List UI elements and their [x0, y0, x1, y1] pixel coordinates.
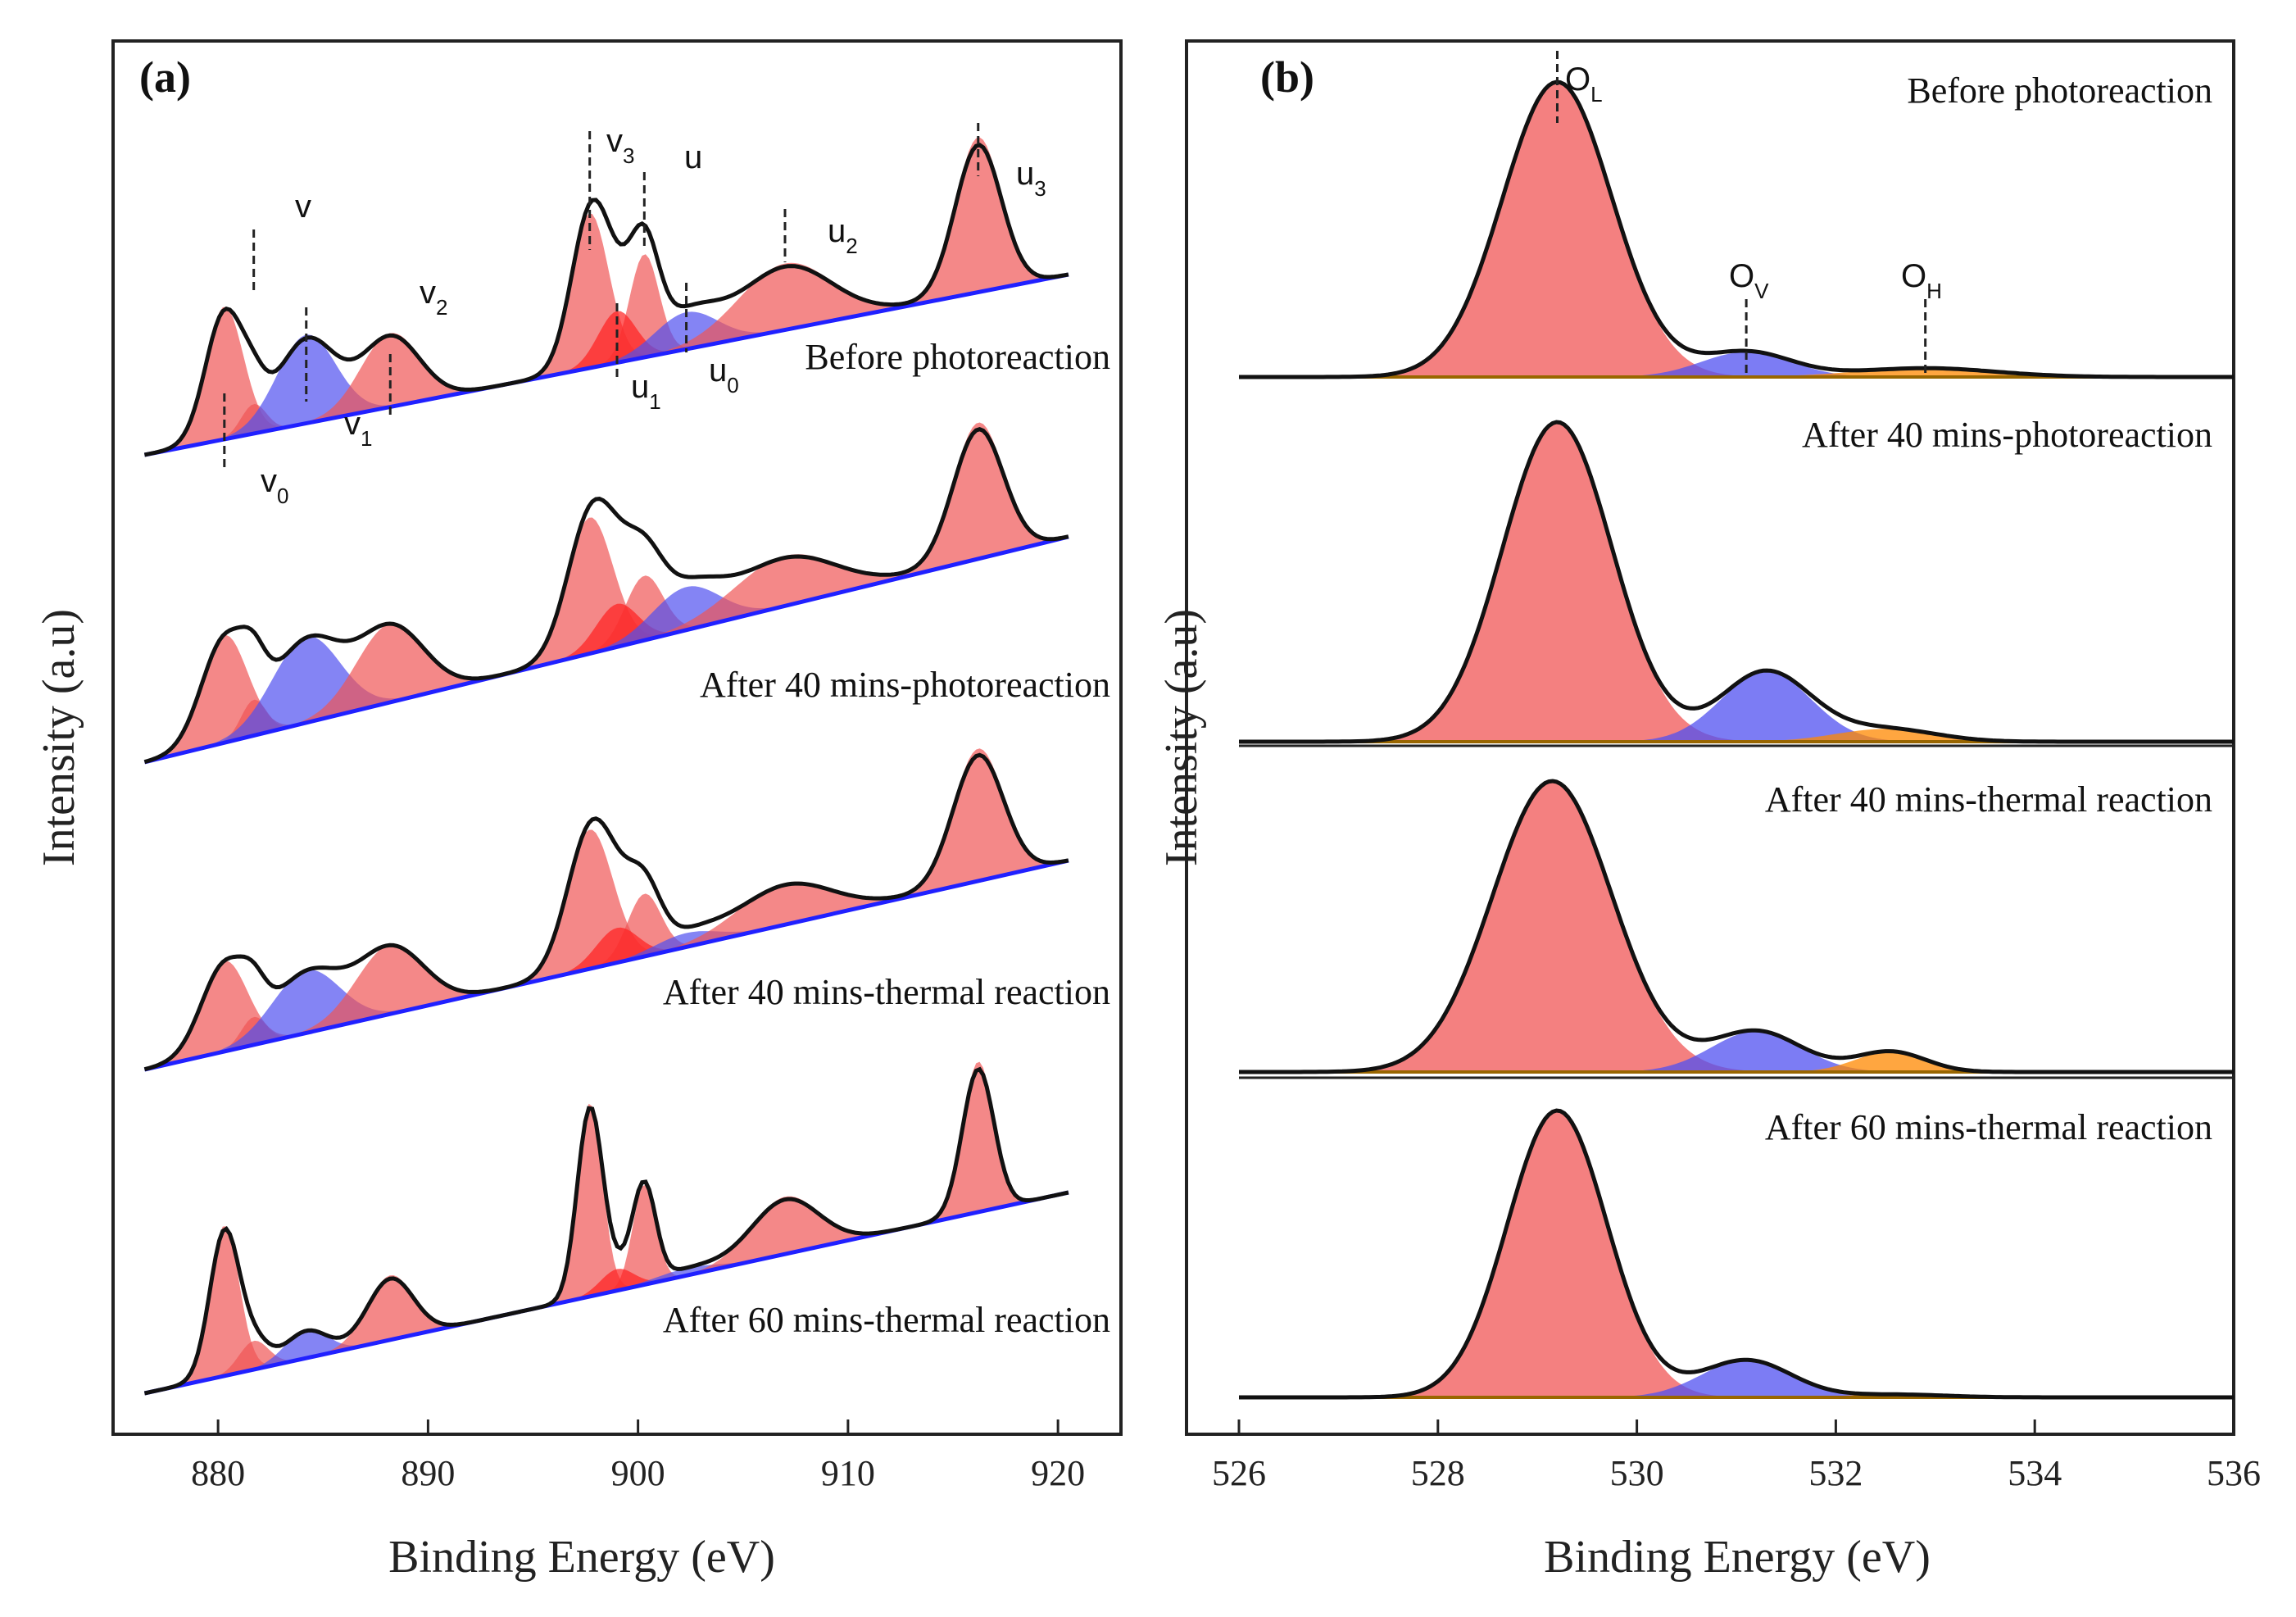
x-tick-label-b-4: 534 [2008, 1453, 2062, 1493]
panel-a-frame [111, 39, 1123, 1436]
spectrum-a-0: Before photoreaction [143, 137, 1110, 457]
panel-b: Before photoreaction After 40 mins-photor… [1156, 39, 2261, 1583]
component-b-2-1 [1239, 1031, 2234, 1072]
spectrum-b-0: Before photoreaction [1239, 70, 2234, 379]
panel-b-plot: Before photoreaction After 40 mins-photor… [1239, 51, 2234, 1400]
panel-a-letter: (a) [139, 52, 191, 102]
spectrum-b-2: After 40 mins-thermal reaction [1239, 779, 2234, 1074]
panel-b-letter: (b) [1260, 52, 1314, 102]
component-b-3-1 [1239, 1360, 2234, 1397]
x-tick-label-b-0: 526 [1212, 1453, 1266, 1493]
peak-label-a-7: u0 [709, 352, 739, 397]
envelope-b-0 [1239, 79, 2234, 379]
envelope-a-3 [143, 1066, 1069, 1396]
component-b-0-1 [1239, 352, 2234, 377]
component-b-2-0 [1239, 781, 2234, 1072]
component-b-1-1 [1239, 671, 2234, 742]
x-tick-label-b-5: 536 [2207, 1453, 2261, 1493]
component-a-0-9 [144, 137, 1069, 455]
envelope-b-3 [1239, 1108, 2234, 1400]
peak-label-a-1: v0 [261, 463, 288, 508]
component-a-0-8 [144, 262, 1069, 455]
spectrum-b-1: After 40 mins-photoreaction [1239, 415, 2234, 744]
envelope-a-0 [143, 143, 1069, 457]
peak-label-a-5: u [684, 139, 702, 175]
component-b-1-0 [1239, 422, 2234, 742]
panel-b-frame [1185, 39, 2235, 1436]
peak-label-a-8: u2 [828, 213, 858, 258]
peak-label-a-4: v3 [606, 123, 634, 168]
spectrum-label-b-1: After 40 mins-photoreaction [1802, 415, 2212, 455]
peak-label-a-6: u1 [631, 369, 661, 414]
panel-b-x-ticks: 526 528 530 532 534 536 [1212, 1419, 2261, 1493]
peak-label-a-0: v [295, 188, 311, 225]
peak-label-a-3: v2 [420, 275, 447, 320]
panel-b-xlabel: Binding Energy (eV) [1544, 1532, 1931, 1583]
x-tick-label-a-2: 900 [611, 1453, 665, 1493]
panel-a-ylabel: Intensity (a.u) [34, 609, 84, 866]
x-tick-label-b-3: 532 [1808, 1453, 1863, 1493]
spectrum-label-b-0: Before photoreaction [1907, 70, 2212, 111]
component-a-2-9 [144, 748, 1069, 1070]
x-tick-label-a-1: 890 [401, 1453, 455, 1493]
spectrum-label-a-1: After 40 mins-photoreaction [700, 665, 1110, 705]
baseline-a-0 [143, 272, 1069, 457]
panel-a-x-ticks: 880 890 900 910 920 [191, 1419, 1085, 1493]
spectrum-a-3: After 60 mins-thermal reaction [143, 1061, 1110, 1396]
envelope-a-1 [143, 427, 1069, 765]
spectrum-label-b-2: After 40 mins-thermal reaction [1765, 779, 2212, 820]
spectrum-b-3: After 60 mins-thermal reaction [1239, 1107, 2234, 1400]
peak-label-b-1: OV [1729, 258, 1769, 303]
component-b-0-2 [1239, 368, 2234, 377]
spectrum-label-a-0: Before photoreaction [805, 337, 1110, 377]
baseline-a-1 [143, 534, 1069, 765]
spectrum-a-1: After 40 mins-photoreaction [143, 422, 1110, 765]
envelope-b-2 [1239, 779, 2234, 1074]
peak-label-b-2: OH [1901, 258, 1942, 303]
panel-a-plot: Before photoreaction After 40 mins-photor… [143, 123, 1110, 1396]
component-a-3-4 [144, 1103, 1069, 1393]
panel-a-xlabel: Binding Energy (eV) [388, 1532, 775, 1583]
envelope-b-1 [1239, 420, 2234, 744]
x-tick-label-b-2: 530 [1610, 1453, 1664, 1493]
spectrum-label-a-2: After 40 mins-thermal reaction [663, 972, 1110, 1012]
component-a-1-9 [144, 422, 1069, 762]
x-tick-label-a-0: 880 [191, 1453, 245, 1493]
spectrum-label-b-3: After 60 mins-thermal reaction [1765, 1107, 2212, 1147]
panel-b-ylabel: Intensity (a.u) [1156, 609, 1207, 866]
component-a-3-9 [144, 1061, 1069, 1393]
baseline-a-2 [143, 858, 1069, 1072]
panel-a: Before photoreaction After 40 mins-photor… [34, 39, 1123, 1583]
peak-label-a-9: u3 [1016, 156, 1046, 201]
envelope-a-2 [143, 752, 1069, 1072]
spectrum-a-2: After 40 mins-thermal reaction [143, 748, 1110, 1072]
component-b-3-0 [1239, 1111, 2234, 1397]
spectrum-label-a-3: After 60 mins-thermal reaction [663, 1300, 1110, 1340]
x-tick-label-a-3: 910 [821, 1453, 875, 1493]
x-tick-label-b-1: 528 [1411, 1453, 1465, 1493]
x-tick-label-a-4: 920 [1031, 1453, 1085, 1493]
component-b-0-0 [1239, 82, 2234, 377]
